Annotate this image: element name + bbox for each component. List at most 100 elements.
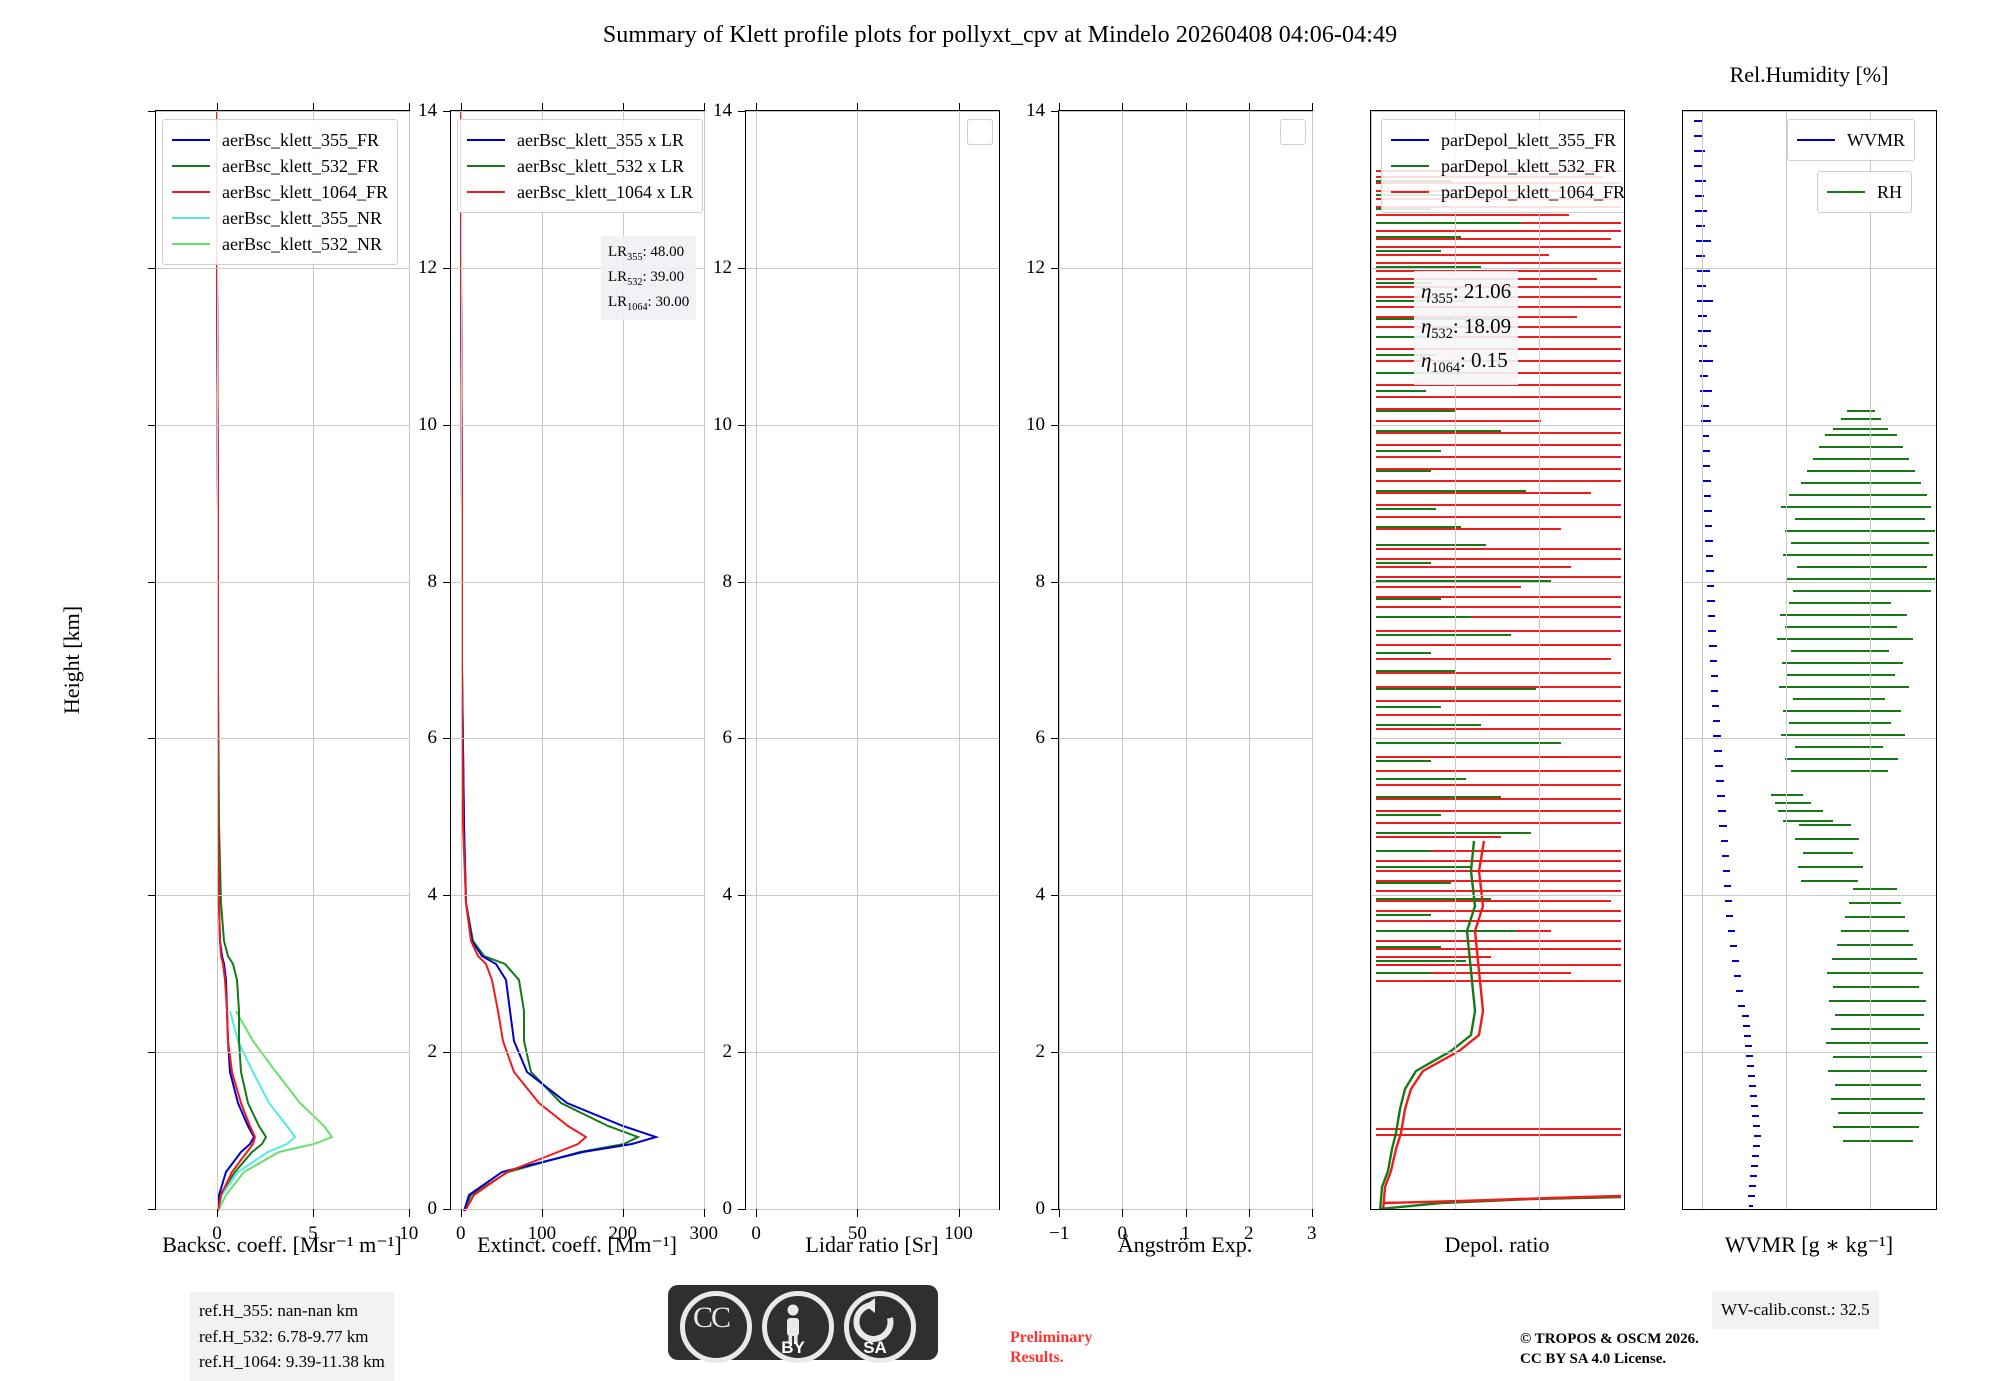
legend-swatch-line [467,165,505,168]
legend-row: parDepol_klett_355_FR [1391,127,1624,153]
legend-label: aerBsc_klett_532_FR [222,156,379,177]
annot-sub: 355 [627,252,643,263]
annot-sub: 532 [627,276,643,288]
ytick-8: 8 [1035,570,1046,592]
annot-value: 21.06 [1463,279,1512,303]
axis-title-wvmr: WVMR [g ∗ kg⁻¹] [1724,1232,1894,1257]
cc-sa-label: SA [863,1338,887,1357]
xtick-50: 50 [847,1223,867,1244]
legend-swatch-line [1797,139,1835,142]
preliminary-line2: Results. [1010,1349,1064,1366]
xtick-3: 3 [1306,1223,1317,1244]
ytick-10: 10 [1026,413,1045,435]
legend-row: aerBsc_klett_532_FR [172,153,388,179]
annot-value: 30.00 [655,293,690,310]
legend-label: aerBsc_klett_532 x LR [517,156,684,177]
xtick-0: 0 [751,1223,761,1244]
ytick-2: 2 [722,1041,733,1063]
ytick-12: 12 [418,256,437,278]
lidar-ratio-annotation: LR355: 48.00 LR532: 39.00 LR1064: 30.00 [601,236,697,321]
annot-sub: 1064 [1431,360,1460,377]
cc-license-badge[interactable]: CC BY SA [668,1285,938,1363]
legend-row: aerBsc_klett_355 x LR [467,127,693,153]
ytick-14: 14 [713,100,732,121]
xtick-m1: −1 [1049,1223,1070,1244]
ytick-10: 10 [418,413,437,435]
wvmr-rh-curves [1694,120,1935,1207]
legend-swatch-line [1391,165,1429,168]
legend-label: aerBsc_klett_355 x LR [517,130,684,150]
legend-swatch-line [172,139,210,142]
legend-label: parDepol_klett_1064_FR [1441,182,1625,203]
panel-backscatter: 0 5 10 0 2 4 6 8 10 12 14 aerBsc_klett_3… [148,103,418,1244]
ytick-8: 8 [427,570,438,592]
xtick-2: 2 [1244,1223,1254,1244]
preliminary-line1: Preliminary [1010,1329,1093,1346]
annot-row: η1064: 0.15 [1421,348,1508,377]
legend-swatch-line [1827,191,1865,194]
legend-label: aerBsc_klett_532_NR [222,234,382,255]
legend-label: parDepol_klett_355_FR [1441,130,1616,150]
xtick-100: 100 [527,1223,557,1244]
legend-extinction: aerBsc_klett_355 x LR aerBsc_klett_532 x… [457,119,703,214]
annot-sym: LR [608,244,628,260]
ytick-4: 4 [427,884,438,906]
legend-label: aerBsc_klett_1064_FR [222,182,388,203]
axis-title-backscatter: Backsc. coeff. [Msr⁻¹ m⁻¹] [162,1232,402,1257]
panel-lidar-ratio: 0 50 100 0 2 4 6 8 10 12 14 [713,100,1000,1244]
annot-sym: η [1421,313,1432,338]
legend-row: aerBsc_klett_1064_FR [172,179,388,205]
ytick-14: 14 [418,100,437,121]
legend-label: aerBsc_klett_355_FR [222,130,379,150]
annot-sym: η [1421,279,1432,303]
xtick-1: 1 [1180,1223,1191,1244]
page-title: Summary of Klett profile plots for polly… [602,22,1398,48]
ref-h-532: ref.H_532: 6.78-9.77 km [199,1326,369,1346]
y-axis-title: Height [km] [59,605,84,715]
annot-row: LR355: 48.00 [608,244,685,263]
legend-row: aerBsc_klett_355_NR [172,205,388,231]
ytick-14: 14 [1026,100,1045,121]
legend-row: aerBsc_klett_532 x LR [467,153,693,179]
xtick-0: 0 [455,1223,466,1244]
annot-row: LR532: 39.00 [608,268,685,288]
annot-row: η355: 21.06 [1421,279,1512,308]
xtick-0: 0 [1117,1223,1128,1244]
ytick-2: 2 [1035,1041,1046,1063]
legend-label: aerBsc_klett_1064 x LR [517,182,693,203]
cc-glyph-text: CC [692,1301,731,1334]
annot-value: 0.15 [1471,348,1508,373]
axis-title-lidar-ratio: Lidar ratio [Sr] [805,1232,939,1257]
legend-swatch-line [172,191,210,194]
legend-swatch-line [467,139,505,142]
legend-angstroem-empty [1280,119,1306,145]
cc-by-label: BY [781,1338,805,1357]
legend-label: parDepol_klett_532_FR [1441,156,1616,177]
xtick-0: 0 [212,1223,222,1244]
ref-h-355: ref.H_355: nan-nan km [199,1301,359,1320]
panel-angstroem: −1 0 1 2 3 0 2 4 6 8 10 12 14 [1026,100,1316,1244]
xtick-2: 10 [399,1223,419,1244]
legend-swatch-line [1391,139,1429,142]
axis-title-angstroem: Ångström Exp. [1117,1232,1253,1257]
legend-row: aerBsc_klett_355_FR [172,127,388,153]
backscatter-curves [216,111,334,1212]
legend-backscatter: aerBsc_klett_355_FR aerBsc_klett_532_FR … [162,119,398,266]
panel-depol-ratio: 0.0 0.2 0.4 0.6 0 2 4 6 8 10 12 14 [1370,110,1625,1210]
copyright-note: © TROPOS & OSCM 2026. CC BY SA 4.0 Licen… [1520,1330,1699,1369]
ref-h-1064: ref.H_1064: 9.39-11.38 km [199,1352,385,1371]
axis-title-rel-humidity: Rel.Humidity [%] [1729,62,1889,87]
preliminary-results-note: Preliminary Results. [1010,1328,1092,1368]
legend-swatch-line [172,243,210,246]
legend-rh: RH [1817,171,1913,214]
legend-row: parDepol_klett_1064_FR [1391,179,1625,205]
legend-row: aerBsc_klett_532_NR [172,231,388,257]
legend-depol: parDepol_klett_355_FR parDepol_klett_532… [1381,119,1625,214]
ytick-0: 0 [722,1198,733,1219]
legend-row: RH [1827,179,1902,205]
annot-value: 48.00 [650,244,685,260]
ytick-4: 4 [1035,884,1046,906]
legend-label: WVMR [1847,130,1905,150]
legend-row: WVMR [1797,127,1905,153]
cc-by-icon [762,1291,834,1363]
